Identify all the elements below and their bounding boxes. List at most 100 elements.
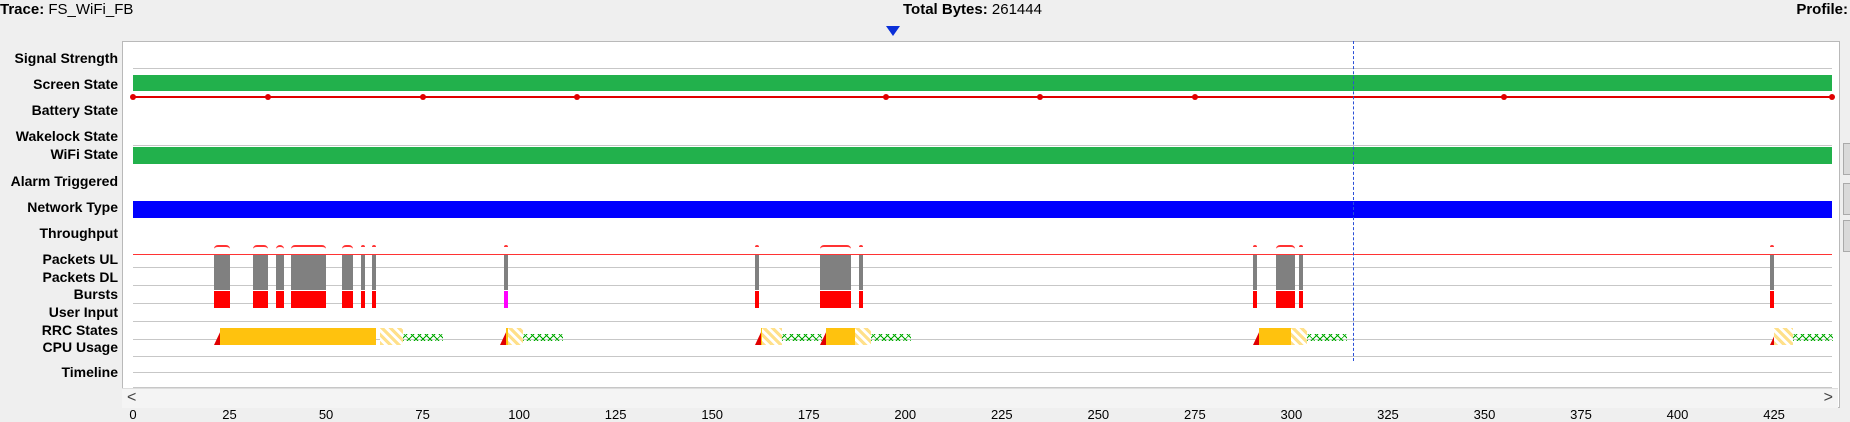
rrc-promotion-icon: [1252, 328, 1261, 345]
timeline-tick-label: 300: [1280, 407, 1303, 422]
row-divider: [133, 321, 1832, 322]
packets-block: [291, 255, 327, 290]
horizontal-scrollbar[interactable]: < >: [122, 388, 1838, 408]
battery-point: [1500, 94, 1507, 100]
packets-block: [858, 255, 863, 290]
packets-block: [252, 255, 269, 290]
burst-block: [1252, 291, 1257, 308]
throughput-peak: [252, 245, 269, 256]
burst-block: [214, 291, 230, 308]
packets-block: [820, 255, 852, 290]
timeline-tick-label: 400: [1666, 407, 1689, 422]
rrc-fach-block: [403, 334, 444, 341]
time-marker-icon[interactable]: [886, 26, 900, 36]
profile-label[interactable]: Profile:: [1796, 1, 1848, 18]
throughput-peak: [1770, 245, 1775, 256]
rrc-promotion-icon: [754, 328, 763, 345]
row-divider: [133, 145, 1832, 146]
battery-point: [882, 94, 889, 100]
row-label-packets-ul: Packets UL: [42, 251, 118, 267]
network-type-band: [133, 201, 1832, 218]
rrc-fach-block: [1306, 334, 1347, 341]
throughput-peak: [503, 245, 508, 256]
burst-block: [503, 291, 508, 308]
timeline-tick-label: 125: [604, 407, 627, 422]
timeline-tick-label: 75: [415, 407, 430, 422]
row-divider: [133, 267, 1832, 268]
row-label-packets-dl: Packets DL: [42, 269, 118, 285]
timeline-tick-label: 350: [1473, 407, 1496, 422]
packets-block: [754, 255, 759, 290]
row-label-user-input: User Input: [48, 304, 118, 320]
row-label-signal-strength: Signal Strength: [14, 50, 118, 66]
row-label-timeline: Timeline: [61, 364, 118, 380]
throughput-peak: [360, 245, 365, 256]
wifi-state-band: [133, 147, 1832, 164]
rrc-fach-block: [522, 334, 563, 341]
burst-block: [275, 291, 284, 308]
rrc-promotion-icon: [214, 328, 223, 345]
row-divider: [133, 387, 1832, 388]
side-handle-2[interactable]: [1843, 183, 1850, 215]
burst-block: [291, 291, 327, 308]
throughput-peak: [1299, 245, 1303, 256]
packets-block: [214, 255, 230, 290]
rrc-tail-block: [507, 328, 523, 345]
row-label-bursts: Bursts: [73, 286, 118, 302]
row-label-throughput: Throughput: [39, 225, 118, 241]
packets-block: [1770, 255, 1775, 290]
throughput-peak: [214, 245, 230, 256]
rrc-dch-block: [1258, 328, 1292, 345]
row-label-cpu-usage: CPU Usage: [42, 339, 118, 355]
row-divider: [133, 285, 1832, 286]
timeline-tick-label: 175: [797, 407, 820, 422]
throughput-peak: [1252, 245, 1257, 256]
battery-point: [419, 94, 426, 100]
side-handle-3[interactable]: [1843, 220, 1850, 252]
throughput-peak: [372, 245, 377, 256]
timeline-tick-label: 200: [894, 407, 917, 422]
timeline-tick-label: 275: [1184, 407, 1206, 422]
throughput-peak: [291, 245, 327, 256]
row-label-alarm-triggered: Alarm Triggered: [10, 173, 118, 189]
packets-block: [360, 255, 365, 290]
rrc-tail-block: [1291, 328, 1307, 345]
row-label-rrc-states: RRC States: [41, 322, 118, 338]
rrc-tail-block: [380, 328, 404, 345]
throughput-peak: [341, 245, 354, 256]
packets-block: [1275, 255, 1296, 290]
battery-point: [1037, 94, 1044, 100]
row-label-screen-state: Screen State: [33, 76, 118, 92]
throughput-peak: [275, 245, 284, 256]
packets-block: [1252, 255, 1257, 290]
row-divider: [133, 339, 1832, 340]
trace-info: Trace: FS_WiFi_FB: [0, 1, 134, 18]
row-label-wakelock-state: Wakelock State: [15, 128, 118, 144]
burst-block: [754, 291, 759, 308]
plot-area[interactable]: 0 25 50 75 100 125 150 175 200 225 250 275 300 325 350…: [129, 41, 1835, 422]
burst-block: [252, 291, 269, 308]
battery-point: [574, 94, 581, 100]
row-label-network-type: Network Type: [27, 199, 118, 215]
timeline-tick-label: 325: [1377, 407, 1399, 422]
burst-block: [1275, 291, 1296, 308]
timeline-tick-label: 100: [508, 407, 530, 422]
scroll-right-icon[interactable]: >: [1823, 389, 1833, 406]
rrc-promotion-icon: [820, 328, 829, 345]
burst-block: [360, 291, 365, 308]
row-divider: [133, 303, 1832, 304]
rrc-tail-block: [1774, 328, 1794, 345]
rrc-tail-block: [855, 328, 871, 345]
burst-block: [1770, 291, 1775, 308]
timeline-tick-label: 250: [1087, 407, 1110, 422]
rrc-dch-block: [220, 328, 377, 345]
scroll-left-icon[interactable]: <: [127, 389, 137, 406]
rrc-promotion-icon: [499, 328, 508, 345]
side-handle-1[interactable]: [1843, 143, 1850, 175]
throughput-baseline: [133, 254, 1832, 255]
screen-state-band: [133, 75, 1832, 91]
rrc-fach-block: [1793, 334, 1834, 341]
total-bytes: Total Bytes: 261444: [903, 1, 1042, 18]
timeline-tick-label: 225: [990, 407, 1013, 422]
burst-block: [341, 291, 354, 308]
